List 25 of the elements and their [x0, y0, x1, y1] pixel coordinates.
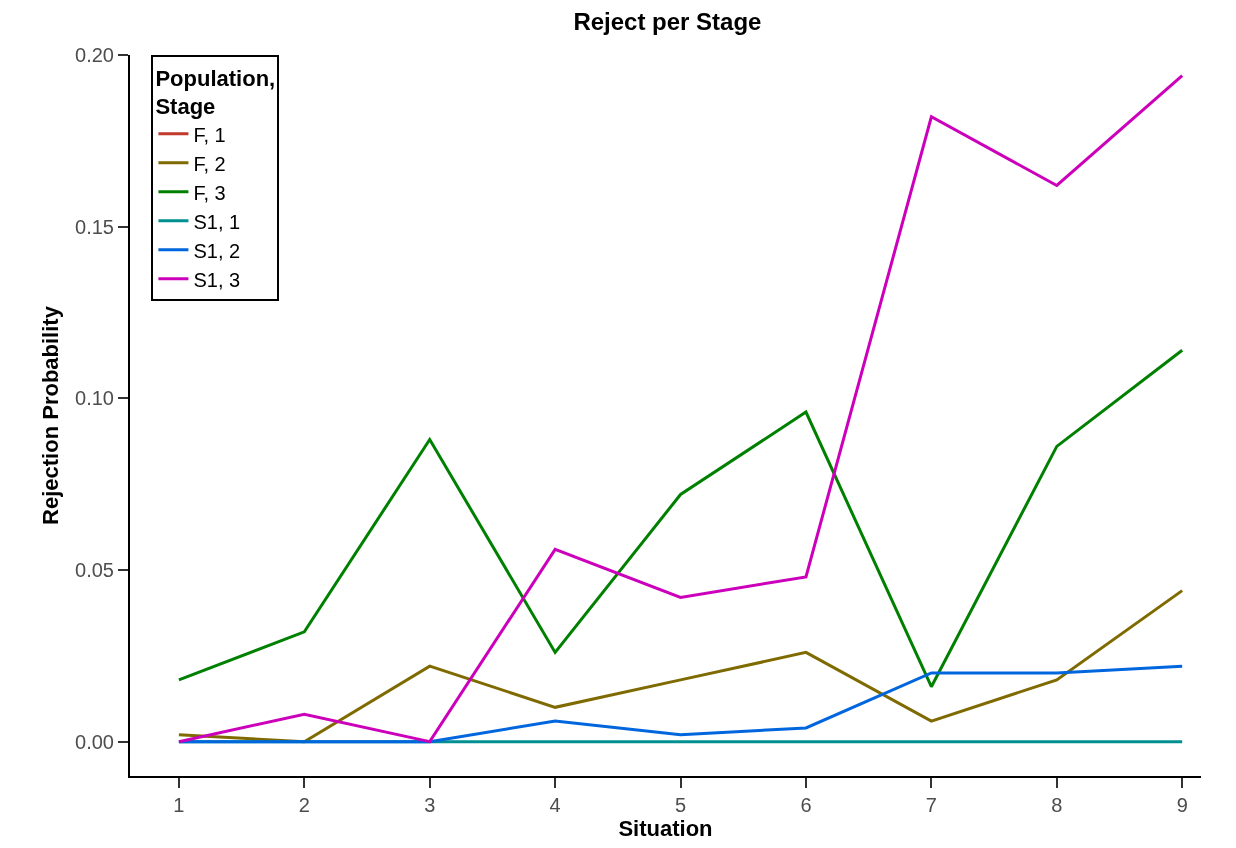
- y-axis-title: Rejection Probability: [38, 305, 64, 525]
- legend-label: F, 3: [193, 181, 226, 204]
- y-tick-label: 0.20: [75, 44, 114, 66]
- x-tick-label: 2: [298, 794, 310, 816]
- x-tick-label: 4: [549, 794, 561, 816]
- x-tick-label: 5: [674, 794, 687, 816]
- line-series: [177, 348, 1184, 689]
- y-tick-label: 0.05: [75, 559, 114, 581]
- legend-label: S1, 1: [193, 210, 241, 233]
- x-tick-label: 7: [925, 794, 937, 816]
- x-tick-label: 8: [1051, 794, 1063, 816]
- legend-title: Population, Stage: [155, 65, 276, 120]
- x-tick-label: 3: [424, 794, 436, 816]
- legend-label: S1, 2: [193, 239, 241, 262]
- chart-title: Reject per Stage: [573, 7, 762, 35]
- legend-label: F, 1: [193, 123, 226, 146]
- legend-label: F, 2: [193, 152, 226, 175]
- x-tick-label: 9: [1176, 794, 1188, 816]
- y-tick-label: 0.00: [75, 730, 114, 753]
- x-tick-label: 1: [173, 794, 185, 816]
- y-tick-label: 0.15: [75, 215, 114, 238]
- x-axis-title: Situation: [618, 816, 713, 841]
- x-tick-label: 6: [800, 794, 812, 816]
- y-tick-label: 0.10: [75, 387, 114, 410]
- legend-label: S1, 3: [193, 268, 241, 291]
